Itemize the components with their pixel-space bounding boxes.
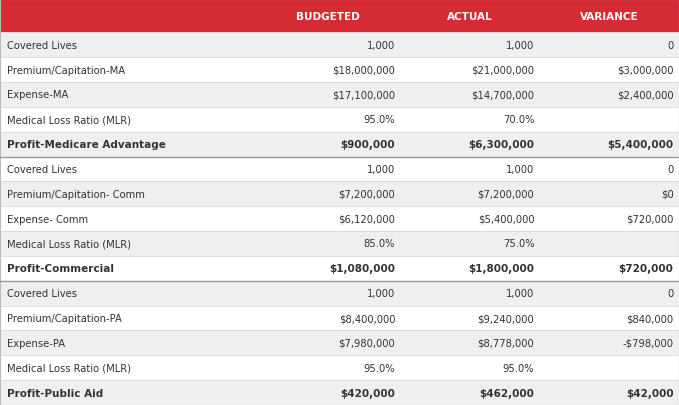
Text: 1,000: 1,000	[367, 164, 395, 175]
Bar	[0, 33, 679, 58]
Text: VARIANCE: VARIANCE	[580, 12, 639, 21]
Text: Premium/Capitation-PA: Premium/Capitation-PA	[7, 313, 122, 323]
Text: $900,000: $900,000	[341, 140, 395, 150]
Text: -$798,000: -$798,000	[623, 338, 674, 348]
Text: $6,120,000: $6,120,000	[338, 214, 395, 224]
Text: 1,000: 1,000	[367, 288, 395, 298]
Bar	[0, 380, 679, 405]
Text: $720,000: $720,000	[619, 264, 674, 274]
Text: BUDGETED: BUDGETED	[296, 12, 359, 21]
Text: $42,000: $42,000	[626, 388, 674, 398]
Bar	[0, 232, 679, 256]
Bar	[0, 356, 679, 380]
Text: 0: 0	[667, 164, 674, 175]
Text: $14,700,000: $14,700,000	[471, 90, 534, 100]
Text: $7,200,000: $7,200,000	[477, 189, 534, 199]
Text: Premium/Capitation- Comm: Premium/Capitation- Comm	[7, 189, 145, 199]
Text: $21,000,000: $21,000,000	[471, 65, 534, 75]
Bar	[0, 182, 679, 207]
Text: $18,000,000: $18,000,000	[332, 65, 395, 75]
Text: $8,400,000: $8,400,000	[339, 313, 395, 323]
Text: 1,000: 1,000	[506, 40, 534, 51]
Text: $8,778,000: $8,778,000	[477, 338, 534, 348]
Text: $7,200,000: $7,200,000	[338, 189, 395, 199]
Bar	[0, 207, 679, 232]
Text: Expense- Comm: Expense- Comm	[7, 214, 88, 224]
Text: 75.0%: 75.0%	[502, 239, 534, 249]
Text: Medical Loss Ratio (MLR): Medical Loss Ratio (MLR)	[7, 115, 131, 125]
Text: 1,000: 1,000	[506, 288, 534, 298]
Bar	[0, 132, 679, 157]
Bar	[0, 108, 679, 132]
Text: $5,400,000: $5,400,000	[608, 140, 674, 150]
Text: $17,100,000: $17,100,000	[332, 90, 395, 100]
Text: ACTUAL: ACTUAL	[447, 12, 493, 21]
Text: Expense-MA: Expense-MA	[7, 90, 68, 100]
Bar	[0, 83, 679, 108]
Text: $6,300,000: $6,300,000	[469, 140, 534, 150]
Text: 0: 0	[667, 288, 674, 298]
Text: 95.0%: 95.0%	[363, 363, 395, 373]
Text: Covered Lives: Covered Lives	[7, 164, 77, 175]
Text: $720,000: $720,000	[626, 214, 674, 224]
Bar	[0, 0, 679, 33]
Bar	[0, 281, 679, 306]
Text: $1,080,000: $1,080,000	[329, 264, 395, 274]
Text: $0: $0	[661, 189, 674, 199]
Text: $420,000: $420,000	[340, 388, 395, 398]
Text: Covered Lives: Covered Lives	[7, 288, 77, 298]
Text: $462,000: $462,000	[479, 388, 534, 398]
Text: 1,000: 1,000	[506, 164, 534, 175]
Text: Covered Lives: Covered Lives	[7, 40, 77, 51]
Bar	[0, 58, 679, 83]
Bar	[0, 330, 679, 356]
Text: Profit-Commercial: Profit-Commercial	[7, 264, 114, 274]
Text: $2,400,000: $2,400,000	[617, 90, 674, 100]
Text: Medical Loss Ratio (MLR): Medical Loss Ratio (MLR)	[7, 363, 131, 373]
Text: Profit-Medicare Advantage: Profit-Medicare Advantage	[7, 140, 166, 150]
Text: 0: 0	[667, 40, 674, 51]
Text: 70.0%: 70.0%	[503, 115, 534, 125]
Text: 95.0%: 95.0%	[363, 115, 395, 125]
Text: $7,980,000: $7,980,000	[338, 338, 395, 348]
Text: 95.0%: 95.0%	[502, 363, 534, 373]
Text: Medical Loss Ratio (MLR): Medical Loss Ratio (MLR)	[7, 239, 131, 249]
Text: $840,000: $840,000	[627, 313, 674, 323]
Text: $1,800,000: $1,800,000	[469, 264, 534, 274]
Text: $9,240,000: $9,240,000	[477, 313, 534, 323]
Bar	[0, 157, 679, 182]
Text: Profit-Public Aid: Profit-Public Aid	[7, 388, 103, 398]
Text: 1,000: 1,000	[367, 40, 395, 51]
Text: 85.0%: 85.0%	[364, 239, 395, 249]
Text: $3,000,000: $3,000,000	[617, 65, 674, 75]
Text: Premium/Capitation-MA: Premium/Capitation-MA	[7, 65, 125, 75]
Text: $5,400,000: $5,400,000	[478, 214, 534, 224]
Bar	[0, 306, 679, 330]
Bar	[0, 256, 679, 281]
Text: Expense-PA: Expense-PA	[7, 338, 65, 348]
